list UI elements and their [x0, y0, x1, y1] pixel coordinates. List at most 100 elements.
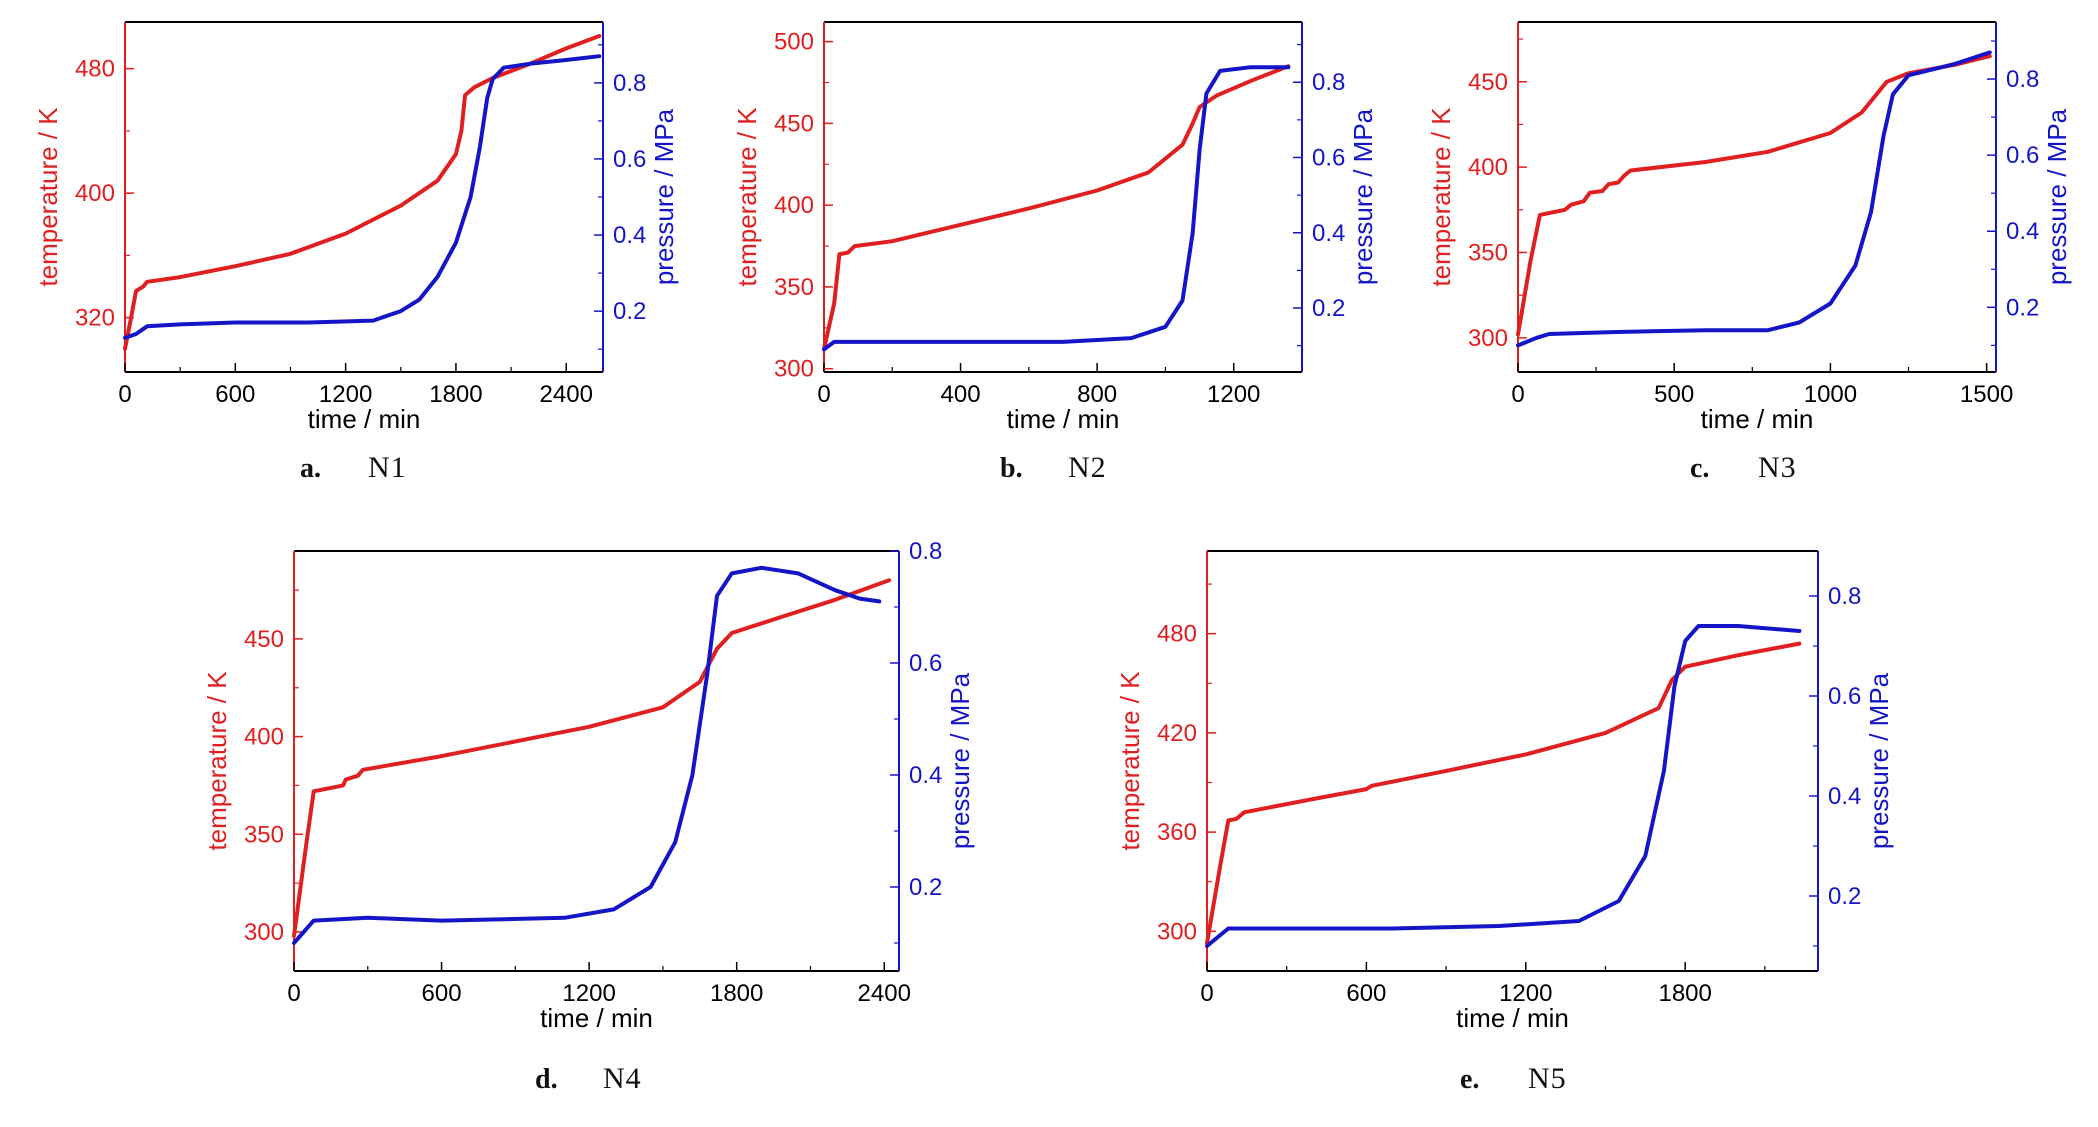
- y-left-tick-label: 320: [75, 305, 115, 332]
- x-axis-label: time / min: [308, 404, 421, 434]
- y-left-axis-label: temperature / K: [202, 671, 232, 851]
- y-right-tick-label: 0.4: [909, 762, 942, 789]
- x-tick-label: 0: [287, 980, 300, 1007]
- x-tick-label: 1200: [1499, 980, 1552, 1007]
- y-left-tick-label: 350: [774, 274, 814, 301]
- y-left-tick-label: 450: [1468, 69, 1508, 96]
- panel-caption-name: N2: [1068, 451, 1107, 484]
- pressure-line: [1205, 624, 1802, 948]
- temperature-line: [822, 64, 1291, 352]
- temperature-line: [1205, 641, 1802, 945]
- chart-panel-n5: 0 600 1200 1800 300 360 420 480 0.2 0.4 0.6 0.8 time…: [1115, 550, 1894, 1095]
- y-right-tick-label: 0.4: [1828, 783, 1861, 810]
- x-axis-label: time / min: [1701, 404, 1814, 434]
- x-axis-label: time / min: [1456, 1003, 1569, 1033]
- y-right-tick-label: 0.2: [2006, 294, 2039, 321]
- x-tick-label: 600: [215, 381, 255, 408]
- panel-caption-letter: a.: [300, 453, 321, 484]
- y-left-tick-label: 300: [774, 356, 814, 383]
- x-tick-label: 1800: [1658, 980, 1711, 1007]
- panel-caption-name: N1: [368, 451, 407, 484]
- y-left-tick-label: 480: [1157, 621, 1197, 648]
- y-left-axis-label: temperature / K: [1426, 107, 1456, 287]
- x-tick-label: 400: [941, 381, 981, 408]
- y-right-axis-label: pressure / MPa: [1864, 672, 1894, 849]
- y-right-tick-label: 0.2: [1828, 883, 1861, 910]
- y-left-tick-label: 400: [1468, 154, 1508, 181]
- panel-caption-name: N5: [1528, 1062, 1567, 1095]
- panel-caption-name: N3: [1758, 451, 1797, 484]
- panel-caption-letter: b.: [1000, 453, 1023, 484]
- temperature-line: [123, 34, 602, 351]
- y-right-axis-label: pressure / MPa: [2042, 108, 2072, 285]
- y-left-tick-label: 450: [244, 626, 284, 653]
- x-tick-label: 1800: [710, 980, 763, 1007]
- chart-panel-n3: 0 500 1000 1500 300 350 400 450 0.2 0.4 0.6 0.8 time…: [1426, 21, 2072, 484]
- x-axis-label: time / min: [540, 1003, 653, 1033]
- y-left-tick-label: 420: [1157, 720, 1197, 747]
- y-right-tick-label: 0.6: [909, 650, 942, 677]
- x-tick-label: 1000: [1804, 381, 1857, 408]
- y-right-tick-label: 0.8: [613, 70, 646, 97]
- x-tick-label: 2400: [540, 381, 593, 408]
- y-left-tick-label: 450: [774, 110, 814, 137]
- panel-caption-letter: c.: [1690, 453, 1709, 484]
- y-left-tick-label: 300: [1468, 325, 1508, 352]
- panel-caption-letter: e.: [1460, 1064, 1479, 1095]
- y-right-axis-label: pressure / MPa: [1348, 108, 1378, 285]
- y-right-tick-label: 0.8: [909, 538, 942, 565]
- pressure-line: [123, 54, 602, 340]
- y-right-axis-label: pressure / MPa: [945, 672, 975, 849]
- y-right-tick-label: 0.6: [2006, 142, 2039, 169]
- y-left-tick-label: 480: [75, 56, 115, 83]
- x-tick-label: 500: [1654, 381, 1694, 408]
- y-left-tick-label: 350: [1468, 239, 1508, 266]
- temperature-line: [1516, 54, 1992, 337]
- y-left-tick-label: 350: [244, 821, 284, 848]
- y-left-tick-label: 300: [244, 919, 284, 946]
- x-tick-label: 0: [1200, 980, 1213, 1007]
- x-tick-label: 1200: [319, 381, 372, 408]
- x-tick-label: 800: [1077, 381, 1117, 408]
- y-right-tick-label: 0.4: [2006, 218, 2039, 245]
- pressure-line: [822, 65, 1291, 352]
- x-tick-label: 600: [1346, 980, 1386, 1007]
- y-right-tick-label: 0.8: [1828, 583, 1861, 610]
- chart-panel-n2: 0 400 800 1200 300 350 400 450 500 0.2 0.4 0.6 0.8 ti…: [732, 21, 1378, 484]
- y-right-tick-label: 0.6: [613, 146, 646, 173]
- y-left-axis-label: temperature / K: [1115, 671, 1145, 851]
- pressure-line: [292, 565, 882, 945]
- x-tick-label: 1200: [562, 980, 615, 1007]
- y-left-tick-label: 400: [774, 192, 814, 219]
- panel-caption-name: N4: [603, 1062, 642, 1095]
- x-tick-label: 2400: [858, 980, 911, 1007]
- pressure-line: [1516, 50, 1992, 348]
- y-right-tick-label: 0.2: [613, 298, 646, 325]
- x-tick-label: 0: [817, 381, 830, 408]
- x-tick-label: 1200: [1207, 381, 1260, 408]
- y-right-tick-label: 0.6: [1828, 683, 1861, 710]
- y-left-axis-label: temperature / K: [33, 107, 63, 287]
- chart-panel-n4: 0 600 1200 1800 2400 300 350 400 450 0.2 0.4 0.6 0.8…: [202, 538, 975, 1095]
- y-right-tick-label: 0.8: [2006, 66, 2039, 93]
- y-left-axis-label: temperature / K: [732, 107, 762, 287]
- x-axis-label: time / min: [1007, 404, 1120, 434]
- y-right-tick-label: 0.4: [613, 222, 646, 249]
- temperature-line: [292, 578, 892, 938]
- y-right-tick-label: 0.4: [1312, 220, 1345, 247]
- x-tick-label: 1800: [429, 381, 482, 408]
- panel-caption-letter: d.: [535, 1064, 558, 1095]
- y-right-tick-label: 0.2: [909, 874, 942, 901]
- x-tick-label: 0: [1511, 381, 1524, 408]
- y-left-tick-label: 300: [1157, 918, 1197, 945]
- y-right-tick-label: 0.6: [1312, 144, 1345, 171]
- y-right-tick-label: 0.2: [1312, 295, 1345, 322]
- y-left-tick-label: 500: [774, 29, 814, 56]
- y-right-axis-label: pressure / MPa: [649, 108, 679, 285]
- y-left-tick-label: 360: [1157, 819, 1197, 846]
- chart-panel-n1: 0 600 1200 1800 2400 320 400 480 0.2 0.4 0.6 0.8 tim…: [33, 21, 679, 484]
- x-tick-label: 600: [422, 980, 462, 1007]
- x-tick-label: 0: [118, 381, 131, 408]
- y-left-tick-label: 400: [244, 724, 284, 751]
